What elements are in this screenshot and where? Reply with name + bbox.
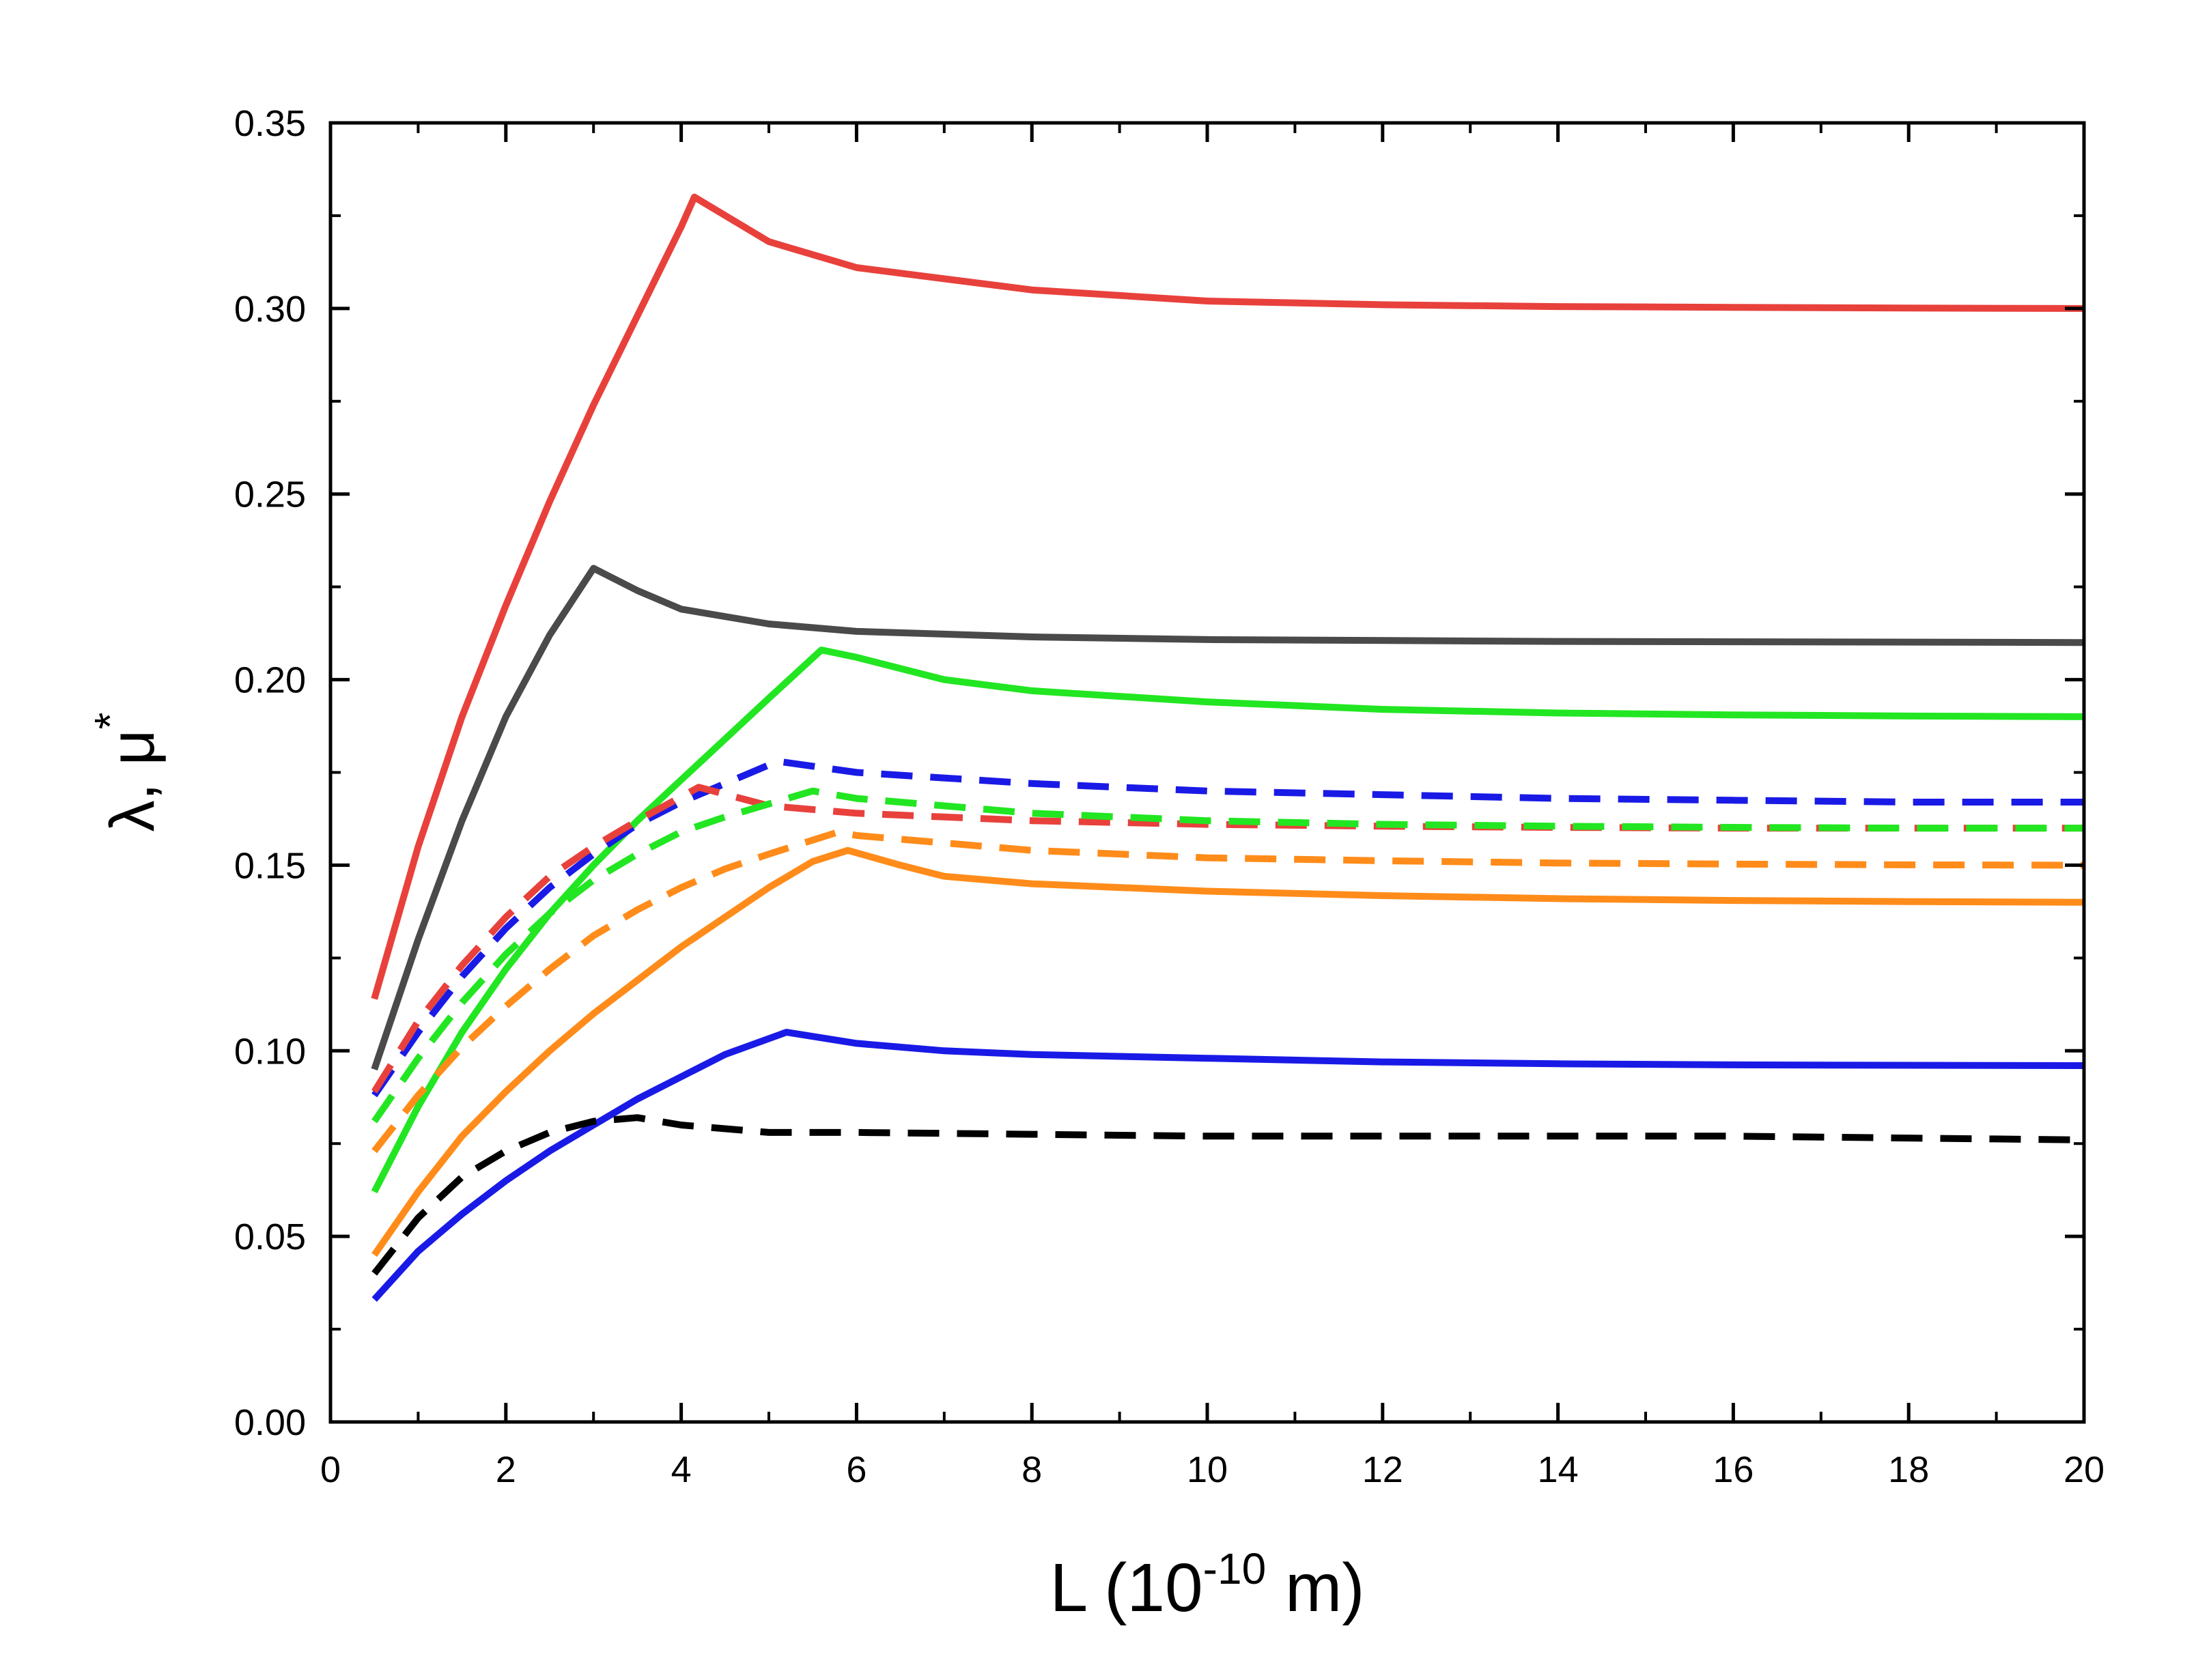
x-axis-title: L (10-10 m) <box>1050 1544 1364 1626</box>
y-tick-label: 0.05 <box>234 1216 306 1257</box>
series-line-red-dashed <box>371 784 2084 1094</box>
x-tick-label: 2 <box>496 1449 516 1490</box>
x-tick-label: 18 <box>1888 1449 1929 1490</box>
x-tick-label: 16 <box>1713 1449 1754 1490</box>
y-tick-label: 0.30 <box>234 289 306 330</box>
x-tick-label: 8 <box>1022 1449 1042 1490</box>
x-tick-label: 0 <box>320 1449 341 1490</box>
series-line-gray-solid <box>371 565 2084 1071</box>
ticks-layer <box>328 121 2086 1424</box>
series-line-green-dashed <box>371 787 2084 1124</box>
x-tick-label: 4 <box>671 1449 692 1490</box>
series-layer <box>371 193 2084 1302</box>
x-tick-label: 20 <box>2064 1449 2104 1490</box>
x-axis-title-tail: m) <box>1266 1550 1364 1626</box>
x-axis-title-main: L (10 <box>1050 1550 1202 1626</box>
y-tick-label: 0.15 <box>234 845 306 886</box>
y-tick-label: 0.10 <box>234 1031 306 1072</box>
y-tick-label: 0.35 <box>234 103 306 144</box>
x-tick-label: 10 <box>1187 1449 1228 1490</box>
series-line-black-dashed <box>371 1114 2084 1276</box>
x-tick-label: 12 <box>1362 1449 1403 1490</box>
labels-layer: 0 2 4 6 8 10 12 14 16 18 20 0.00 0.05 0.10 0.15 0.20 0.2… <box>234 103 2104 1490</box>
series-line-blue-dashed <box>371 758 2084 1098</box>
series-line-orange-dashed <box>371 828 2084 1154</box>
y-axis-title: λ, μ* <box>85 712 167 831</box>
y-tick-label: 0.20 <box>234 660 306 701</box>
x-tick-label: 6 <box>846 1449 867 1490</box>
plot-frame <box>328 121 2086 1424</box>
y-axis-title-main: λ, μ <box>98 729 167 831</box>
y-axis-title-sup: * <box>85 712 135 729</box>
series-line-green-solid <box>371 646 2084 1194</box>
y-tick-label: 0.00 <box>234 1402 306 1443</box>
y-tick-label: 0.25 <box>234 474 306 515</box>
series-line-orange-solid <box>371 846 2084 1257</box>
series-line-blue-solid <box>371 1029 2084 1302</box>
x-tick-label: 14 <box>1538 1449 1579 1490</box>
x-axis-title-sup: -10 <box>1203 1544 1267 1593</box>
series-line-red-solid <box>371 193 2084 1000</box>
